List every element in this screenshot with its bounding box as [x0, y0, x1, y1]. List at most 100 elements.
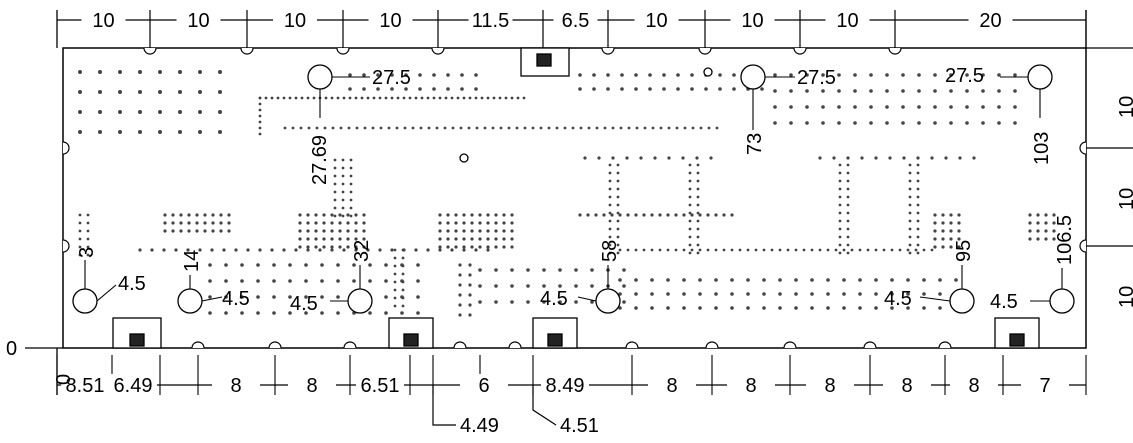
- top-dim-label: 6.5: [562, 10, 590, 32]
- via-dot: [874, 248, 878, 252]
- via-dot: [914, 248, 918, 252]
- via-dot: [1052, 213, 1056, 217]
- via-dot: [224, 295, 228, 299]
- bottom-notch: [938, 341, 952, 349]
- via-dot: [916, 251, 920, 255]
- via-dot: [908, 179, 912, 183]
- via-dot: [965, 89, 969, 93]
- via-dot: [732, 87, 736, 91]
- via-dot: [443, 126, 447, 130]
- bottom-dim-label: 6.49: [114, 375, 153, 397]
- top-dim-label: 10: [836, 10, 858, 32]
- via-dot: [360, 96, 364, 100]
- via-dot: [730, 292, 734, 296]
- via-dot: [634, 292, 638, 296]
- via-dot: [336, 96, 340, 100]
- via-dot: [78, 110, 82, 114]
- via-dot: [384, 311, 388, 315]
- via-dot: [659, 126, 663, 130]
- via-dot: [1044, 221, 1048, 225]
- via-dot: [459, 126, 463, 130]
- via-dot: [403, 126, 407, 130]
- via-dot: [901, 73, 905, 77]
- via-dot: [451, 126, 455, 130]
- label-right-10b: 10: [1116, 188, 1133, 210]
- via-dot: [256, 279, 260, 283]
- via-dot: [916, 156, 920, 160]
- via-dot: [606, 87, 610, 91]
- via-dot: [930, 248, 934, 252]
- callout-label-4-49: 4.49: [460, 415, 499, 437]
- via-dot: [1013, 105, 1017, 109]
- via-dot: [264, 96, 268, 100]
- via-dot: [707, 126, 711, 130]
- via-dot: [666, 292, 670, 296]
- via-dot: [346, 213, 350, 217]
- via-dot: [930, 156, 934, 160]
- via-dot: [715, 126, 719, 130]
- via-dot: [832, 156, 836, 160]
- via-dot: [395, 126, 399, 130]
- via-dot: [981, 73, 985, 77]
- via-dot: [616, 163, 620, 167]
- via-dot: [592, 87, 596, 91]
- via-dot: [333, 214, 337, 218]
- via-dot: [778, 248, 782, 252]
- via-dot: [138, 110, 142, 114]
- via-dot: [288, 311, 292, 315]
- via-dot: [256, 263, 260, 267]
- via-dot: [78, 253, 82, 257]
- via-dot: [666, 278, 670, 282]
- via-dot: [314, 221, 318, 225]
- via-dot: [298, 213, 302, 217]
- via-dot: [762, 248, 766, 252]
- via-dot: [949, 237, 953, 241]
- via-dot: [478, 229, 482, 233]
- via-dot: [1044, 229, 1048, 233]
- via-dot: [294, 248, 298, 252]
- via-dot: [336, 263, 340, 267]
- via-dot: [258, 96, 262, 100]
- via-dot: [362, 73, 366, 77]
- via-dot: [688, 243, 692, 247]
- via-dot: [467, 126, 471, 130]
- via-dot: [460, 73, 464, 77]
- via-dot: [211, 213, 215, 217]
- via-dot: [634, 87, 638, 91]
- via-dot: [198, 248, 202, 252]
- via-dot: [773, 73, 777, 77]
- via-dot: [933, 105, 937, 109]
- via-dot: [349, 174, 353, 178]
- via-dot: [486, 221, 490, 225]
- via-dot: [258, 132, 262, 136]
- via-dot: [341, 214, 345, 218]
- via-dot: [362, 213, 366, 217]
- via-dot: [834, 248, 838, 252]
- via-dot: [616, 211, 620, 215]
- via-dot: [195, 213, 199, 217]
- label-v-3: 3: [76, 247, 98, 258]
- via-dot: [438, 213, 442, 217]
- via-dot: [662, 87, 666, 91]
- via-dot: [608, 251, 612, 255]
- via-dot: [846, 203, 850, 207]
- via-dot: [470, 237, 474, 241]
- label-diam-3: 4.5: [290, 293, 318, 315]
- via-dot: [462, 237, 466, 241]
- via-dot: [838, 235, 842, 239]
- via-dot: [320, 311, 324, 315]
- via-dot: [826, 292, 830, 296]
- via-dot: [486, 96, 490, 100]
- via-dot: [634, 213, 638, 217]
- top-dimension-labels: 10 10 10 10 11.5 6.5 10 10 10 20: [81, 10, 1087, 48]
- via-dot: [446, 245, 450, 249]
- label-hole-top-right: 27.5: [945, 65, 984, 87]
- via-dot: [416, 263, 420, 267]
- via-dot: [908, 211, 912, 215]
- hole-top-mid: [740, 64, 766, 90]
- via-dot: [770, 248, 774, 252]
- via-dot: [846, 187, 850, 191]
- via-dot: [681, 156, 685, 160]
- via-dot: [306, 248, 310, 252]
- via-dot: [650, 306, 654, 310]
